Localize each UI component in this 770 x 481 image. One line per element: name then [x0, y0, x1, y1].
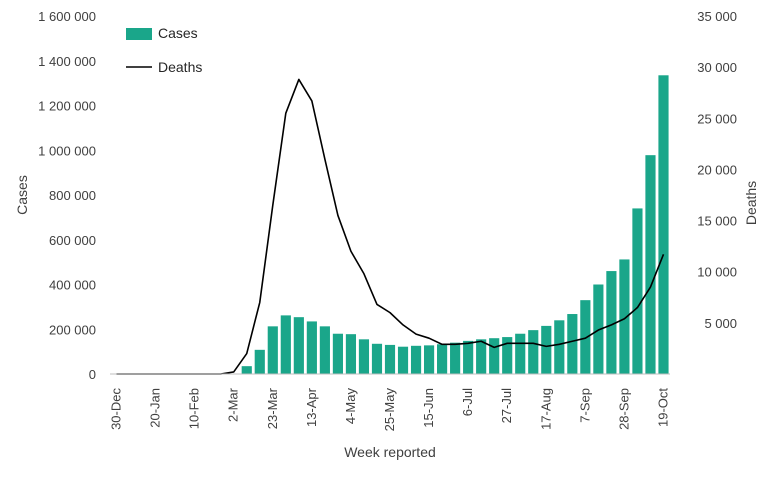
- cases-bar: [580, 300, 591, 374]
- right-axis-ticks: 5 000 10 000 15 000 20 000 25 000 30 000 35 00…: [697, 9, 737, 331]
- cases-bar: [397, 346, 409, 374]
- x-tick-label: 17-Aug: [538, 388, 553, 430]
- x-tick-label: 2-Mar: [226, 387, 241, 422]
- x-tick-label: 19-Oct: [655, 388, 670, 427]
- cases-bar: [489, 338, 500, 374]
- legend-cases-label: Cases: [158, 25, 198, 41]
- cases-bar: [502, 337, 513, 374]
- cases-bar: [280, 315, 291, 374]
- cases-bar: [410, 345, 422, 374]
- y-right-tick-label: 20 000: [697, 162, 737, 177]
- cases-bar: [254, 349, 265, 374]
- cases-bar: [306, 321, 317, 374]
- cases-bar: [619, 259, 630, 374]
- x-tick-label: 6-Jul: [460, 388, 475, 416]
- cases-bar: [632, 208, 643, 374]
- cases-bar: [528, 330, 539, 374]
- y-left-tick-label: 1 000 000: [38, 143, 96, 158]
- cases-bar: [358, 339, 370, 374]
- y-left-tick-label: 400 000: [49, 278, 96, 293]
- cases-bar: [554, 320, 565, 374]
- legend: Cases Deaths: [126, 25, 202, 75]
- cases-bar: [241, 366, 252, 374]
- x-axis-title: Week reported: [344, 444, 436, 460]
- cases-bar: [371, 343, 383, 374]
- cases-bar: [515, 333, 526, 374]
- left-axis-ticks: 0 200 000 400 000 600 000 800 000 1 000 000 1 …: [38, 9, 96, 382]
- y-left-tick-label: 1 200 000: [38, 99, 96, 114]
- y-left-tick-label: 1 400 000: [38, 54, 96, 69]
- cases-bar: [645, 155, 656, 374]
- cases-bar: [423, 345, 435, 374]
- y-right-tick-label: 30 000: [697, 60, 737, 75]
- y-right-tick-label: 10 000: [697, 265, 737, 280]
- cases-bar: [332, 333, 343, 374]
- y-right-tick-label: 35 000: [697, 9, 737, 24]
- x-tick-label: 30-Dec: [109, 388, 124, 430]
- cases-bar: [658, 75, 669, 374]
- y-left-tick-label: 600 000: [49, 233, 96, 248]
- cases-bar: [541, 325, 552, 374]
- x-tick-label: 25-May: [382, 388, 397, 432]
- cases-bar: [606, 271, 617, 374]
- cases-bar: [267, 326, 278, 374]
- cases-bar: [384, 344, 396, 374]
- cases-bar: [319, 326, 330, 374]
- y-right-tick-label: 5 000: [704, 316, 737, 331]
- x-tick-label: 20-Jan: [148, 388, 163, 428]
- x-axis-ticks: 30-Dec 20-Jan 10-Feb 2-Mar 23-Mar 13-Apr 4-May…: [109, 387, 671, 431]
- cases-bars: [228, 75, 669, 374]
- x-tick-label: 27-Jul: [499, 388, 514, 424]
- y-right-tick-label: 15 000: [697, 214, 737, 229]
- y-right-tick-label: 25 000: [697, 111, 737, 126]
- x-tick-label: 15-Jun: [421, 388, 436, 428]
- x-tick-label: 7-Sep: [577, 388, 592, 423]
- y-left-tick-label: 800 000: [49, 188, 96, 203]
- cases-bar: [450, 342, 461, 374]
- cases-bar: [437, 344, 448, 374]
- y-left-tick-label: 200 000: [49, 322, 96, 337]
- x-tick-label: 4-May: [343, 388, 358, 425]
- cases-bar: [345, 334, 357, 374]
- cases-bar: [476, 339, 487, 374]
- cases-bar: [567, 314, 578, 374]
- y-left-tick-label: 1 600 000: [38, 9, 96, 24]
- cases-bar: [293, 317, 304, 374]
- x-tick-label: 28-Sep: [616, 388, 631, 430]
- y-left-axis-title: Cases: [14, 175, 30, 215]
- x-tick-label: 23-Mar: [265, 387, 280, 429]
- cases-bar: [463, 340, 474, 374]
- y-right-axis-title: Deaths: [743, 181, 759, 225]
- x-tick-label: 13-Apr: [304, 387, 319, 427]
- legend-cases-swatch: [126, 28, 152, 40]
- legend-deaths-label: Deaths: [158, 59, 202, 75]
- y-left-tick-label: 0: [89, 367, 96, 382]
- x-tick-label: 10-Feb: [187, 388, 202, 429]
